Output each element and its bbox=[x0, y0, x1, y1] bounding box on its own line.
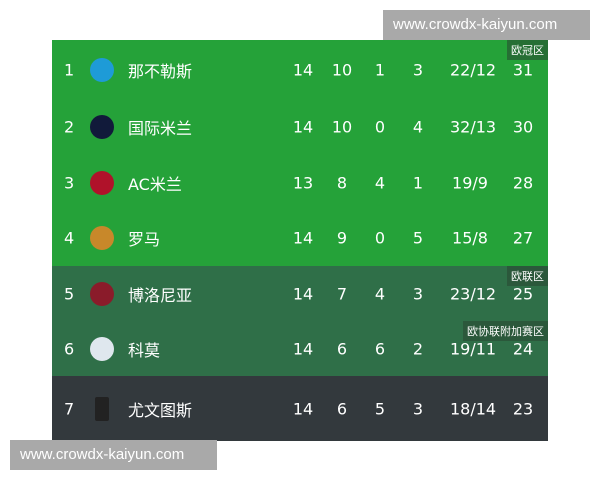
played: 14 bbox=[292, 60, 314, 79]
points: 23 bbox=[512, 399, 534, 418]
team-rank: 3 bbox=[64, 173, 75, 192]
losses: 4 bbox=[412, 117, 424, 137]
losses: 2 bbox=[412, 339, 424, 358]
goals: 23/12 bbox=[450, 284, 497, 303]
draws: 4 bbox=[374, 284, 386, 303]
wins: 9 bbox=[336, 228, 348, 248]
points: 30 bbox=[512, 117, 534, 137]
points: 25 bbox=[512, 284, 534, 303]
ac-milan-logo-icon bbox=[90, 170, 114, 195]
table-row[interactable]: 1 那不勒斯 14 10 1 3 22/12 31 欧冠区 bbox=[52, 40, 548, 99]
goals: 15/8 bbox=[452, 228, 488, 248]
team-name: 尤文图斯 bbox=[128, 400, 193, 420]
team-rank: 1 bbox=[64, 60, 75, 79]
draws: 1 bbox=[374, 60, 386, 79]
table-row[interactable]: 5 博洛尼亚 14 7 4 3 23/12 25 欧联区 bbox=[52, 266, 548, 321]
como-logo-icon bbox=[90, 336, 114, 361]
table-row[interactable]: 3 AC米兰 13 8 4 1 19/9 28 bbox=[52, 155, 548, 210]
losses: 1 bbox=[412, 173, 424, 192]
losses: 3 bbox=[412, 284, 424, 303]
wins: 6 bbox=[336, 399, 348, 418]
table-row[interactable]: 4 罗马 14 9 0 5 15/8 27 bbox=[52, 210, 548, 266]
played: 14 bbox=[292, 117, 314, 137]
wins: 8 bbox=[336, 173, 348, 192]
zone-label: 欧联区 bbox=[507, 266, 548, 286]
losses: 3 bbox=[412, 399, 424, 418]
wins: 10 bbox=[331, 117, 353, 137]
team-name: 国际米兰 bbox=[128, 119, 193, 138]
played: 13 bbox=[292, 173, 314, 192]
roma-logo-icon bbox=[90, 226, 114, 250]
draws: 0 bbox=[374, 117, 386, 137]
team-rank: 5 bbox=[64, 284, 75, 303]
wins: 7 bbox=[336, 284, 348, 303]
team-rank: 4 bbox=[64, 228, 75, 248]
table-row[interactable]: 7 尤文图斯 14 6 5 3 18/14 23 bbox=[52, 376, 548, 441]
played: 14 bbox=[292, 284, 314, 303]
team-rank: 6 bbox=[64, 339, 75, 358]
wins: 6 bbox=[336, 339, 348, 358]
goals: 32/13 bbox=[450, 117, 497, 137]
standings-table: 1 那不勒斯 14 10 1 3 22/12 31 欧冠区 2 国际米兰 14 10 0 4 32/13 30 3… bbox=[52, 40, 548, 441]
juventus-logo-icon bbox=[95, 396, 109, 421]
goals: 19/9 bbox=[452, 173, 488, 192]
table-row[interactable]: 2 国际米兰 14 10 0 4 32/13 30 bbox=[52, 99, 548, 155]
points: 27 bbox=[512, 228, 534, 248]
bologna-logo-icon bbox=[90, 281, 114, 306]
losses: 5 bbox=[412, 228, 424, 248]
goals: 22/12 bbox=[450, 60, 497, 79]
goals: 18/14 bbox=[450, 399, 497, 418]
zone-label: 欧协联附加赛区 bbox=[463, 321, 548, 341]
draws: 6 bbox=[374, 339, 386, 358]
draws: 4 bbox=[374, 173, 386, 192]
draws: 5 bbox=[374, 399, 386, 418]
napoli-logo-icon bbox=[90, 57, 114, 82]
team-name: 那不勒斯 bbox=[128, 61, 193, 81]
played: 14 bbox=[292, 339, 314, 358]
losses: 3 bbox=[412, 60, 424, 79]
points: 24 bbox=[512, 339, 534, 358]
team-rank: 7 bbox=[64, 399, 75, 418]
points: 31 bbox=[512, 60, 534, 79]
goals: 19/11 bbox=[450, 339, 497, 358]
played: 14 bbox=[292, 399, 314, 418]
watermark-top: www.crowdx-kaiyun.com bbox=[383, 10, 590, 40]
team-name: 科莫 bbox=[128, 340, 161, 360]
played: 14 bbox=[292, 228, 314, 248]
inter-logo-icon bbox=[90, 115, 114, 139]
team-name: 罗马 bbox=[128, 230, 161, 249]
table-row[interactable]: 6 科莫 14 6 6 2 19/11 24 欧协联附加赛区 bbox=[52, 321, 548, 376]
team-rank: 2 bbox=[64, 117, 75, 137]
team-name: 博洛尼亚 bbox=[128, 285, 193, 305]
points: 28 bbox=[512, 173, 534, 192]
wins: 10 bbox=[331, 60, 353, 79]
zone-label: 欧冠区 bbox=[507, 40, 548, 60]
team-name: AC米兰 bbox=[128, 174, 182, 194]
draws: 0 bbox=[374, 228, 386, 248]
watermark-bottom: www.crowdx-kaiyun.com bbox=[10, 440, 217, 470]
